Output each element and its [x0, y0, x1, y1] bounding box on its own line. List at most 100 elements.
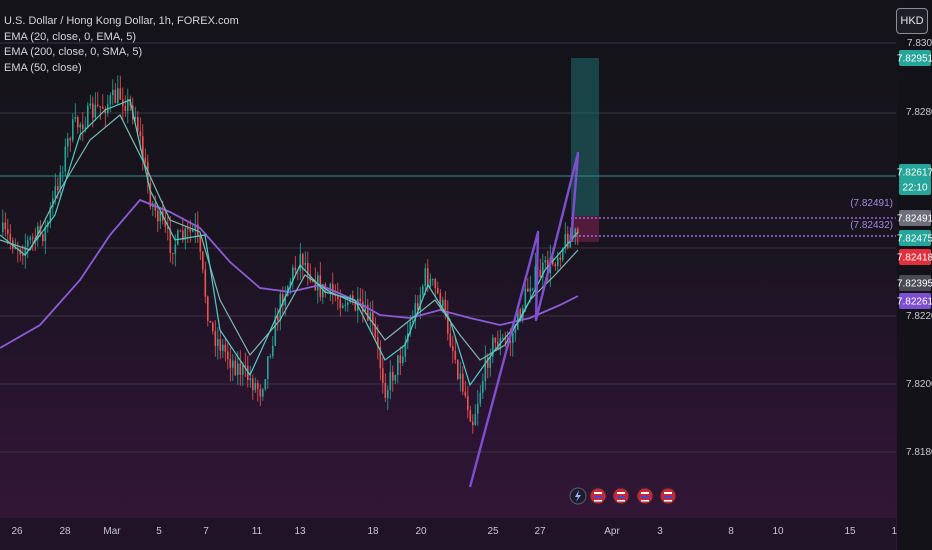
event-markers[interactable] — [569, 487, 677, 505]
candle-body — [514, 329, 517, 334]
candle-body — [9, 233, 12, 241]
candle-body — [199, 235, 202, 252]
candle-body — [234, 360, 237, 375]
legend-ema20[interactable]: EMA (20, close, 0, EMA, 5) — [4, 30, 137, 43]
candle-body — [217, 339, 219, 347]
candle-body — [42, 234, 44, 242]
candle-body — [69, 138, 72, 141]
x-tick-label: 10 — [772, 526, 784, 537]
x-tick-label: Mar — [103, 526, 121, 537]
candle-body — [222, 344, 224, 351]
price-axis[interactable]: 7.83000 7.82800 7.82200 7.82000 7.81800 (7.82… — [850, 0, 932, 550]
candle-body — [62, 171, 64, 173]
pattern-line[interactable] — [468, 151, 580, 488]
price-tag: 7.82617 — [897, 164, 932, 180]
candle-body — [164, 220, 167, 227]
economic-event-icon[interactable] — [659, 487, 677, 505]
candle-body — [212, 322, 214, 332]
candle-body — [102, 107, 104, 109]
svg-text:7.82395: 7.82395 — [897, 279, 932, 290]
candle-body — [342, 305, 344, 308]
candle-body — [312, 280, 314, 282]
candle-body — [362, 301, 364, 312]
x-tick-label: 8 — [728, 526, 734, 537]
candle-body — [329, 283, 332, 293]
candle-body — [294, 267, 297, 271]
candle-body — [29, 237, 32, 241]
ema20-line[interactable] — [0, 99, 579, 387]
candle-body — [409, 322, 412, 334]
candle-body — [7, 229, 9, 234]
candle-body — [94, 104, 97, 118]
economic-event-icon[interactable] — [636, 487, 654, 505]
ema200-line[interactable] — [0, 198, 579, 349]
time-axis[interactable]: 2628Mar57111318202527Apr38101517 — [0, 518, 903, 550]
candle-body — [237, 363, 239, 375]
candle-body — [367, 304, 369, 321]
candle-body — [104, 108, 107, 114]
price-tag: 7.82418 — [897, 249, 932, 265]
time-axis-bg — [0, 518, 896, 550]
candle-body — [144, 157, 147, 163]
legend-ema50[interactable]: EMA (50, close) — [4, 61, 82, 74]
economic-event-icon[interactable] — [612, 487, 630, 505]
candle-body — [257, 383, 259, 389]
candle-body — [272, 345, 274, 357]
candle-body — [284, 295, 287, 306]
candle-body — [139, 131, 142, 137]
candle-body — [219, 339, 222, 351]
candle-body — [254, 383, 257, 391]
candle-body — [267, 356, 269, 380]
candle-body — [442, 299, 444, 307]
legend-ema200[interactable]: EMA (200, close, 0, SMA, 5) — [4, 46, 143, 58]
candle-body — [444, 299, 447, 312]
candle-body — [289, 281, 292, 287]
candle-body — [574, 228, 577, 236]
candle-body — [54, 186, 57, 199]
candle-body — [117, 88, 119, 104]
candle-body — [484, 357, 487, 382]
candle-body — [87, 105, 89, 128]
lightning-icon[interactable] — [569, 487, 587, 505]
candle-body — [512, 333, 514, 343]
candle-body — [394, 375, 397, 381]
candle-body — [197, 224, 199, 236]
candle-body — [317, 275, 319, 291]
candle-body — [339, 299, 342, 308]
candle-body — [84, 127, 87, 129]
candle-body — [182, 230, 184, 241]
candle-body — [344, 304, 347, 306]
candle-body — [59, 172, 62, 190]
candle-body — [387, 389, 389, 399]
candle-body — [97, 104, 99, 107]
currency-button[interactable]: HKD — [896, 8, 928, 34]
ema50-line[interactable] — [0, 114, 579, 361]
candle-body — [79, 124, 82, 128]
candle-body — [22, 254, 24, 256]
candle-body — [439, 292, 442, 307]
candle-body — [559, 257, 562, 260]
candle-body — [424, 268, 427, 287]
candle-body — [517, 309, 519, 330]
y-tick-label: 7.82000 — [906, 379, 932, 390]
candle-body — [157, 210, 159, 222]
candle-body — [252, 378, 254, 391]
candle-body — [72, 119, 74, 141]
candle-body — [532, 288, 534, 290]
pattern-drawing[interactable] — [468, 151, 580, 488]
price-tag: 7.82951 — [897, 50, 932, 66]
candle-body — [187, 228, 189, 230]
candle-body — [137, 117, 139, 132]
candle-body — [472, 421, 474, 426]
candle-body — [192, 229, 194, 232]
economic-event-icon[interactable] — [589, 487, 607, 505]
candle-body — [2, 222, 4, 232]
candle-body — [57, 186, 59, 190]
candle-body — [562, 248, 564, 260]
candle-body — [567, 233, 569, 248]
x-tick-label: 20 — [415, 526, 427, 537]
candle-body — [434, 279, 437, 289]
candle-body — [482, 381, 484, 393]
candle-body — [49, 207, 52, 223]
